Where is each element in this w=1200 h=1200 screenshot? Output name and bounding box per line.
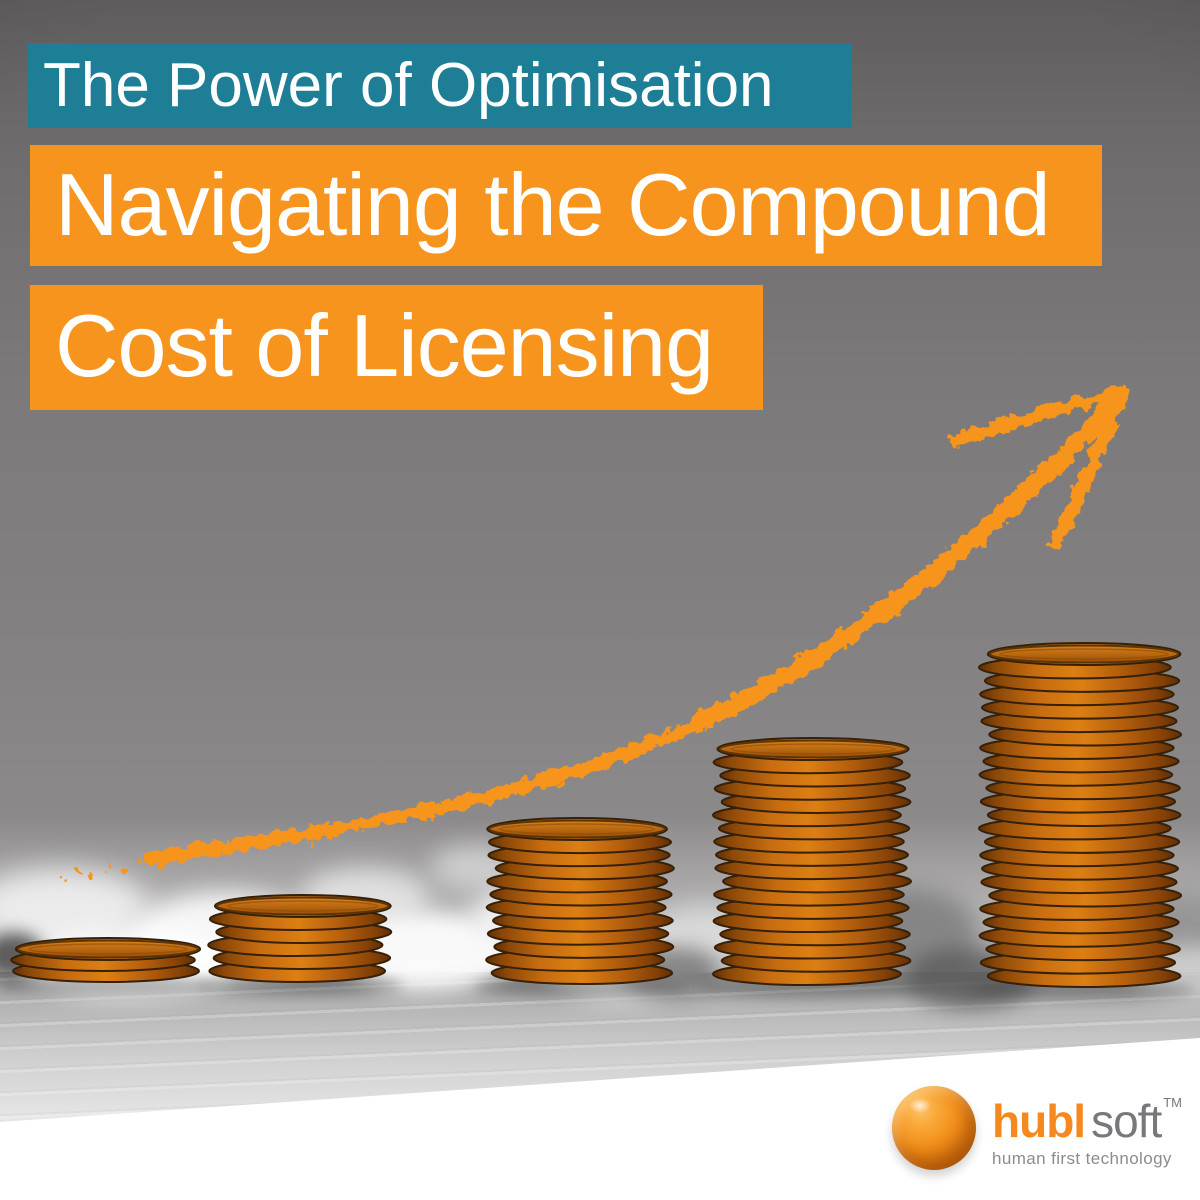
headline-banner-line-2: Cost of Licensing [30, 285, 763, 410]
hublsoft-logo: hubl soft TM human first technology [892, 1086, 1182, 1170]
kicker-banner: The Power of Optimisation [28, 43, 851, 128]
brand-wordmark: hubl soft TM [992, 1096, 1182, 1144]
brand-hubl: hubl [992, 1095, 1086, 1147]
coin-stack [196, 894, 404, 995]
coin-stack [966, 642, 1194, 1000]
arrow-paint-specks [60, 404, 1053, 881]
trademark-symbol: TM [1163, 1095, 1183, 1110]
logo-text: hubl soft TM human first technology [992, 1086, 1182, 1169]
coin-stack [0, 937, 214, 995]
coin-stack [474, 817, 686, 997]
coin-stack [700, 737, 924, 998]
headline-banner-line-1: Navigating the Compound [30, 145, 1102, 266]
brand-soft: soft [1091, 1095, 1162, 1147]
headline-text-line-1: Navigating the Compound [55, 155, 1051, 254]
kicker-text: The Power of Optimisation [43, 51, 774, 120]
headline-text-line-2: Cost of Licensing [55, 296, 714, 395]
orange-fruit-icon [892, 1086, 976, 1170]
growth-arrow-icon [145, 385, 1130, 864]
brand-tagline: human first technology [992, 1149, 1172, 1168]
